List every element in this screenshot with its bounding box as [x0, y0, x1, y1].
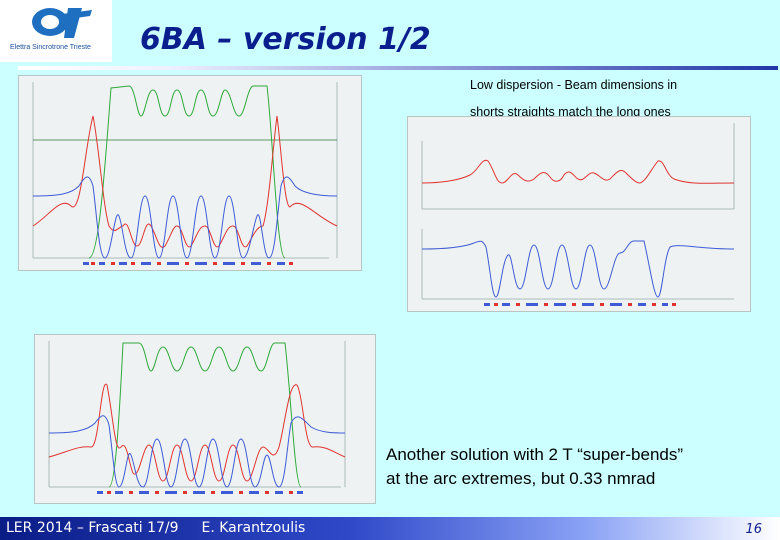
caption-bottom-line-2: at the arc extremes, but 0.33 nmrad [386, 469, 656, 488]
page-number: 16 [745, 522, 762, 537]
optics-plot-1 [18, 75, 362, 271]
footer-author: E. Karantzoulis [201, 520, 306, 536]
caption-top-line-2: shorts straights match the long ones [470, 105, 671, 119]
plot-3-beta-y-curve [48, 415, 346, 488]
caption-top-line-1: Low dispersion - Beam dimensions in [470, 78, 678, 92]
plot-3-dispersion-curve [108, 342, 302, 488]
plot-2-beta-y-curve [421, 240, 735, 298]
footer-bar [0, 517, 780, 540]
plot-1-axes [32, 82, 338, 259]
optics-plot-3 [34, 334, 376, 504]
plot-2-axes [421, 123, 735, 300]
optics-plot-2 [407, 116, 751, 312]
plot-3-axes [48, 341, 346, 488]
logo-box: Elettra Sincrotrone Trieste [0, 0, 112, 62]
footer-text: LER 2014 – Frascati 17/9 E. Karantzoulis [6, 520, 305, 536]
slide-title: 6BA – version 1/2 [140, 22, 431, 57]
plot-1-dispersion-curve [88, 85, 286, 259]
plot-3-magnet-lattice [97, 491, 303, 494]
plot-2-magnet-lattice [484, 303, 676, 306]
plot-1-beta-y-curve [32, 176, 338, 259]
caption-bottom: Another solution with 2 T “super-bends” … [386, 443, 766, 491]
caption-top: Low dispersion - Beam dimensions in shor… [470, 72, 760, 126]
plot-1-beta-x-curve [32, 115, 338, 248]
footer-event: LER 2014 – Frascati 17/9 [6, 520, 179, 536]
logo-text: Elettra Sincrotrone Trieste [10, 44, 91, 51]
title-underline [18, 66, 778, 70]
caption-bottom-line-1: Another solution with 2 T “super-bends” [386, 445, 684, 464]
plot-1-magnet-lattice [83, 262, 293, 265]
elettra-logo-icon [32, 8, 92, 38]
plot-3-beta-x-curve [48, 383, 346, 482]
plot-2-beta-x-curve [421, 159, 735, 184]
